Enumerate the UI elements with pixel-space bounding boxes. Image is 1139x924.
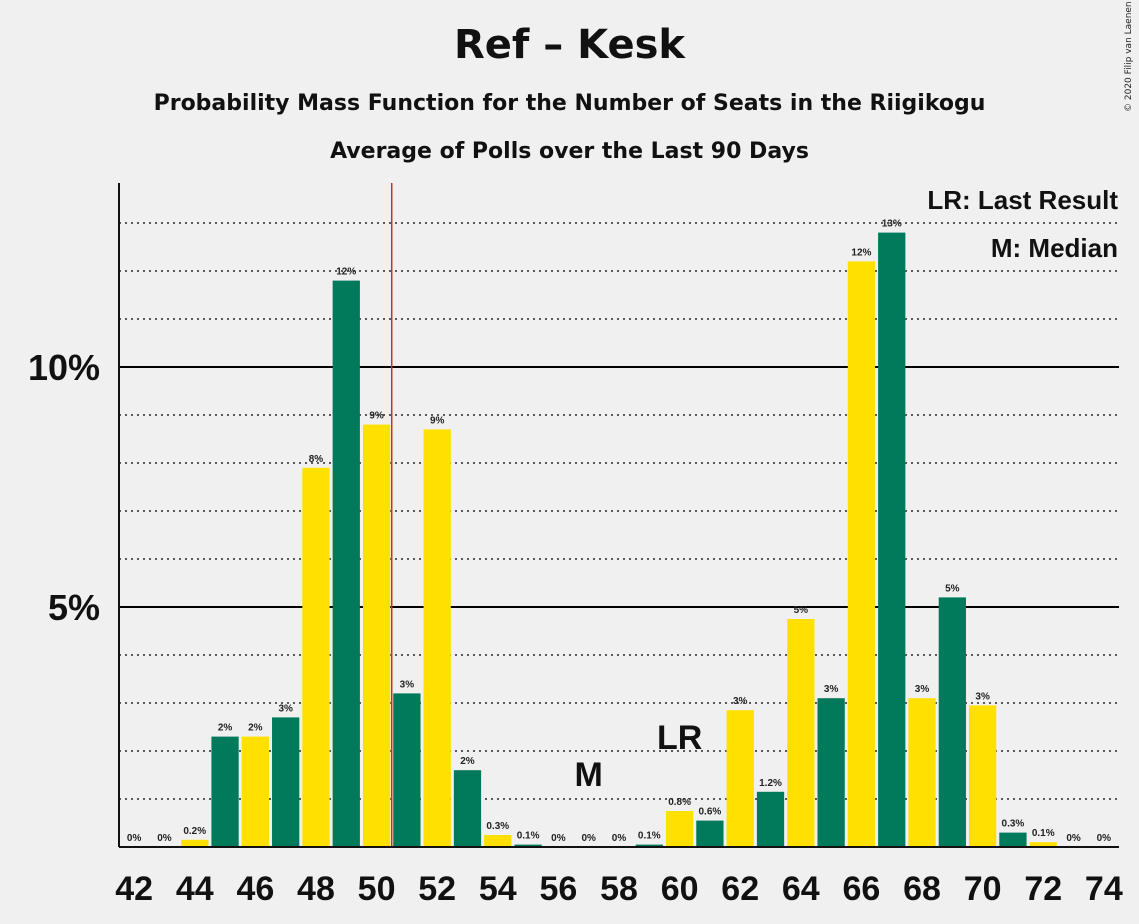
bar-labels: 0% 0% 0.2% 2% 2% 3% 8% 12% 9% 3% 9% 2% 0.3% 0.1% 0% 0% 0… <box>127 219 1111 844</box>
bar-68 <box>908 698 936 847</box>
bar-60 <box>665 811 694 847</box>
bar-67 <box>878 232 906 848</box>
bar-value-label: 0.3% <box>1002 819 1025 830</box>
bar-value-label: 0.3% <box>486 821 509 832</box>
bar-value-label: 3% <box>733 696 748 707</box>
bar-value-label: 2% <box>460 756 475 767</box>
x-tick-label: 48 <box>297 870 335 908</box>
bar-value-label: 9% <box>430 415 445 426</box>
x-tick-label: 54 <box>479 870 517 908</box>
axes <box>118 183 1119 848</box>
bar-72 <box>1029 842 1057 847</box>
bar-45 <box>211 736 239 847</box>
bar-value-label: 12% <box>336 267 356 278</box>
bar-53 <box>453 770 482 847</box>
y-tick-label: 10% <box>28 347 100 388</box>
chart-title: Ref – Kesk <box>453 22 685 68</box>
bar-48 <box>302 467 330 847</box>
bar-value-label: 0% <box>1066 833 1081 844</box>
median-marker-label: M <box>575 756 603 794</box>
bar-49 <box>332 280 360 848</box>
x-tick-label: 68 <box>903 870 941 908</box>
bar-value-label: 3% <box>278 703 293 714</box>
bar-44 <box>181 839 209 847</box>
x-tick-label: 52 <box>418 870 456 908</box>
bar-value-label: 13% <box>882 219 902 230</box>
x-tick-label: 42 <box>115 870 153 908</box>
bars <box>181 183 1057 848</box>
legend-last-result: LR: Last Result <box>927 185 1118 215</box>
bar-value-label: 8% <box>309 454 324 465</box>
chart-subtitle: Probability Mass Function for the Number… <box>153 91 986 116</box>
bar-66 <box>847 261 876 847</box>
bar-value-label: 0% <box>581 833 596 844</box>
bar-value-label: 0.1% <box>1032 828 1055 839</box>
tick-labels: 5% 10% 42 44 46 48 50 52 54 56 58 60 62 64 66 68 70 72 74 <box>28 347 1123 908</box>
bar-value-label: 0.6% <box>699 807 722 818</box>
bar-value-label: 3% <box>824 684 839 695</box>
bar-71 <box>999 832 1027 847</box>
x-tick-label: 74 <box>1085 870 1123 908</box>
bar-value-label: 5% <box>945 583 960 594</box>
bar-51 <box>393 693 421 847</box>
bar-62 <box>726 710 754 847</box>
bar-64 <box>787 619 815 847</box>
bar-value-label: 2% <box>248 723 263 734</box>
y-tick-label: 5% <box>48 587 100 628</box>
bar-value-label: 0.8% <box>668 797 691 808</box>
x-tick-label: 44 <box>176 870 214 908</box>
bar-54 <box>484 835 512 847</box>
x-tick-label: 66 <box>843 870 881 908</box>
bar-value-label: 0% <box>551 833 566 844</box>
bar-59 <box>635 844 663 847</box>
last-result-marker-label: LR <box>657 719 702 757</box>
bar-value-label: 0.1% <box>517 831 540 842</box>
bar-value-label: 9% <box>369 411 384 422</box>
bar-65 <box>817 698 845 847</box>
x-tick-label: 64 <box>782 870 820 908</box>
bar-value-label: 3% <box>975 691 990 702</box>
bar-value-label: 0% <box>157 833 172 844</box>
bar-63 <box>756 791 785 847</box>
bar-52 <box>423 429 451 847</box>
bar-value-label: 0.1% <box>638 831 661 842</box>
bar-value-label: 3% <box>400 679 415 690</box>
x-tick-label: 46 <box>236 870 274 908</box>
bar-value-label: 0.2% <box>183 826 206 837</box>
bar-value-label: 12% <box>851 247 871 258</box>
bar-value-label: 0% <box>127 833 142 844</box>
bar-value-label: 2% <box>218 723 233 734</box>
x-tick-label: 50 <box>358 870 396 908</box>
bar-50 <box>362 424 391 847</box>
bar-69 <box>938 597 966 847</box>
x-tick-label: 72 <box>1024 870 1062 908</box>
legend-median: M: Median <box>991 233 1118 263</box>
bar-value-label: 0% <box>612 833 627 844</box>
bar-value-label: 1.2% <box>759 778 782 789</box>
bar-46 <box>241 736 269 847</box>
bar-value-label: 3% <box>915 684 930 695</box>
bar-value-label: 5% <box>794 605 809 616</box>
bar-70 <box>969 705 997 847</box>
x-tick-label: 62 <box>721 870 759 908</box>
x-tick-label: 58 <box>600 870 638 908</box>
chart-subtitle-2: Average of Polls over the Last 90 Days <box>330 139 809 164</box>
x-tick-label: 70 <box>964 870 1002 908</box>
bar-value-label: 0% <box>1097 833 1112 844</box>
bar-55 <box>514 844 542 847</box>
x-tick-label: 56 <box>539 870 577 908</box>
x-tick-label: 60 <box>661 870 699 908</box>
bar-61 <box>696 820 724 847</box>
bar-47 <box>272 717 300 847</box>
